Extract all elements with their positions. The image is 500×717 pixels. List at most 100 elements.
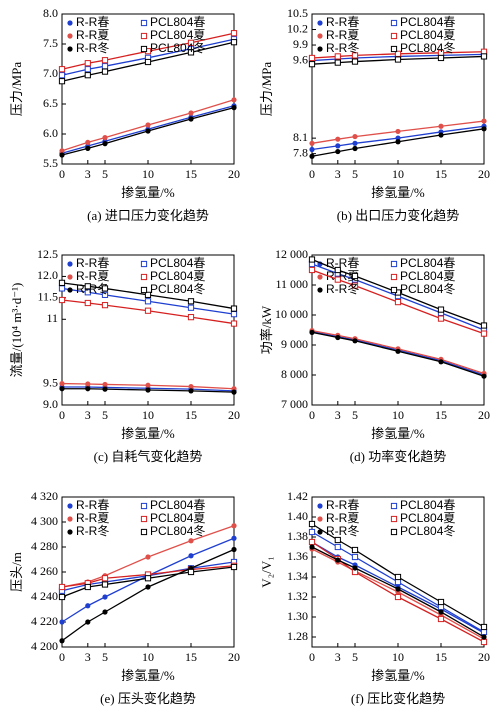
point [481,126,487,132]
legend-marker [140,528,148,536]
point [58,72,66,79]
x-axis-label: 掺氢量/% [371,185,425,200]
x-tick-label: 20 [478,167,490,181]
y-tick-label: 1.32 [287,589,308,603]
y-tick-label: 7.0 [43,66,58,80]
legend-label: PCL804夏 [400,28,455,42]
point [480,330,488,337]
series-line [61,287,235,315]
y-axis-label: 压头/m [9,552,24,592]
point [101,57,109,64]
x-tick-label: 3 [85,167,91,181]
point [85,381,91,387]
x-tick-label: 10 [392,167,404,181]
point [84,583,91,591]
point [145,554,151,560]
point [102,135,108,141]
series-line [61,382,235,390]
series-line [61,105,235,154]
legend-marker [67,287,73,293]
y-tick-label: 5.5 [43,156,58,170]
x-tick-label: 3 [335,167,341,181]
point [351,553,359,561]
point [309,153,315,159]
legend-marker [317,287,323,293]
point [85,386,91,392]
x-tick-label: 3 [85,650,91,664]
y-tick-label: 4 320 [31,489,58,503]
point [437,615,445,623]
y-tick-label: 4 220 [31,614,58,628]
y-tick-label: 4 300 [31,514,58,528]
point [481,634,487,640]
x-tick-label: 15 [435,167,447,181]
point [188,383,194,390]
point [101,285,109,292]
legend-label: R-R夏 [326,28,359,42]
point [85,603,91,609]
caption: (c) 自耗气变化趋势 [94,449,203,464]
y-tick-label: 1.40 [287,509,308,523]
point [394,578,402,586]
caption: (a) 进口压力变化趋势 [87,208,209,223]
legend-marker [317,516,323,522]
legend-marker [317,46,323,52]
x-tick-label: 20 [478,408,490,422]
x-tick-label: 0 [59,408,65,422]
x-tick-label: 15 [185,167,197,181]
series-line [62,386,235,392]
point [188,538,194,544]
x-tick-label: 0 [309,408,315,422]
point [480,623,488,631]
point [59,619,65,625]
y-tick-label: 9.0 [43,397,58,411]
point [102,609,108,615]
point [58,296,66,304]
legend-label: PCL804冬 [400,40,455,55]
x-axis-label: 掺氢量/% [121,426,175,441]
series-line [61,106,235,156]
point [394,299,402,306]
point [230,39,238,46]
legend-label: PCL804夏 [400,511,455,525]
point [58,78,66,85]
y-tick-label: 12.5 [37,247,58,261]
point [84,289,91,296]
point [102,381,108,388]
point [231,389,237,395]
legend-label: R-R春 [76,15,109,29]
y-tick-label: 6.5 [43,96,58,110]
point [187,568,195,576]
point [230,311,238,318]
point [101,581,109,588]
point [58,279,66,286]
series-line [61,565,235,588]
series-line [311,55,485,65]
y-tick-label: 4 200 [31,639,58,653]
y-tick-label: 9.6 [293,52,308,66]
point [438,132,444,138]
point [101,302,109,309]
legend-marker [140,273,148,281]
point [101,68,109,75]
series-line [311,541,485,643]
legend-marker [140,502,148,510]
point [231,546,237,553]
point [335,136,341,142]
legend-marker [317,33,323,39]
point [480,628,488,636]
x-tick-label: 0 [59,650,65,664]
point [59,380,65,387]
legend-label: R-R夏 [76,28,109,42]
point [59,148,65,154]
legend-marker [67,274,73,280]
caption: (f) 压比变化趋势 [351,691,445,706]
legend-label: R-R夏 [76,269,109,283]
x-tick-label: 3 [85,408,91,422]
point [351,58,359,65]
x-tick-label: 10 [142,650,154,664]
point [230,305,238,312]
x-tick-label: 5 [102,650,108,664]
legend-marker [67,33,73,39]
